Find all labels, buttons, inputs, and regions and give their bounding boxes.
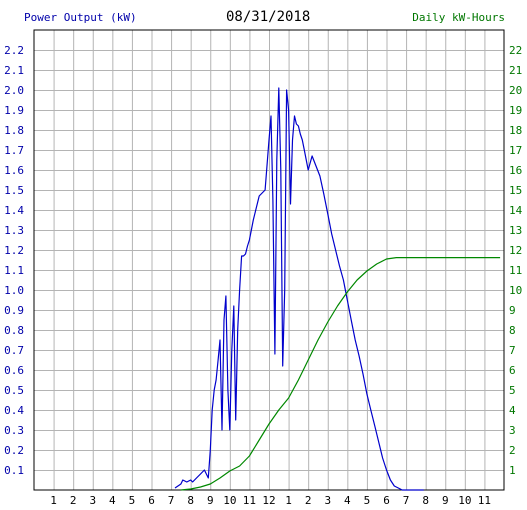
y2-tick-label: 8	[509, 324, 516, 337]
y2-tick-label: 6	[509, 364, 516, 377]
x-tick-label: 5	[129, 494, 136, 507]
y2-tick-label: 7	[509, 344, 516, 357]
y2-tick-label: 14	[509, 204, 523, 217]
chart-title: 08/31/2018	[226, 9, 311, 25]
y-tick-label: 2.2	[4, 44, 24, 57]
y2-tick-label: 17	[509, 144, 522, 157]
y2-tick-label: 21	[509, 64, 522, 77]
y2-tick-label: 15	[509, 184, 522, 197]
x-tick-label: 6	[148, 494, 155, 507]
y-tick-label: 0.2	[4, 444, 24, 457]
y-tick-label: 0.5	[4, 384, 24, 397]
y2-tick-label: 5	[509, 384, 516, 397]
y2-tick-label: 12	[509, 244, 522, 257]
y-tick-label: 1.7	[4, 144, 24, 157]
x-tick-label: 4	[109, 494, 116, 507]
x-tick-labels: 1 2 3 4 5 6 7 8 9 10 11 12 1 2 3 4 5 6 7 8 9 10 11	[50, 494, 491, 507]
y2-tick-label: 13	[509, 224, 522, 237]
grid	[34, 30, 504, 490]
x-tick-label: 10	[458, 494, 471, 507]
x-tick-label: 5	[364, 494, 371, 507]
y-tick-label: 0.4	[4, 404, 24, 417]
y-tick-label: 1.1	[4, 264, 24, 277]
y-axis-label: Power Output (kW)	[24, 11, 137, 24]
y-tick-labels: 0.1 0.2 0.3 0.4 0.5 0.6 0.7 0.8 0.9 1.0 1.1 1.2 1.3 1…	[4, 44, 24, 477]
y-tick-label: 1.5	[4, 184, 24, 197]
y2-tick-label: 4	[509, 404, 516, 417]
y-tick-label: 0.6	[4, 364, 24, 377]
x-tick-label: 9	[207, 494, 214, 507]
x-tick-label: 9	[442, 494, 449, 507]
y-tick-label: 1.9	[4, 104, 24, 117]
series-group	[174, 87, 501, 491]
y-tick-label: 0.9	[4, 304, 24, 317]
x-tick-label: 2	[305, 494, 312, 507]
y-tick-label: 1.0	[4, 284, 24, 297]
y2-tick-label: 19	[509, 104, 522, 117]
y2-tick-label: 1	[509, 464, 516, 477]
x-tick-label: 3	[324, 494, 331, 507]
x-tick-label: 8	[422, 494, 429, 507]
y2-axis-label: Daily kW-Hours	[412, 11, 505, 24]
x-tick-label: 1	[285, 494, 292, 507]
x-tick-label: 2	[70, 494, 77, 507]
y-tick-label: 0.8	[4, 324, 24, 337]
x-tick-label: 11	[478, 494, 491, 507]
y2-tick-label: 11	[509, 264, 522, 277]
y2-tick-label: 3	[509, 424, 516, 437]
y-tick-label: 0.7	[4, 344, 24, 357]
x-tick-label: 6	[383, 494, 390, 507]
y2-tick-label: 20	[509, 84, 522, 97]
y-tick-label: 1.6	[4, 164, 24, 177]
y-tick-label: 1.4	[4, 204, 24, 217]
x-tick-label: 8	[187, 494, 194, 507]
y2-tick-label: 2	[509, 444, 516, 457]
x-tick-label: 4	[344, 494, 351, 507]
x-tick-label: 10	[223, 494, 236, 507]
y2-tick-label: 9	[509, 304, 516, 317]
y2-tick-label: 18	[509, 124, 522, 137]
y-tick-label: 1.2	[4, 244, 24, 257]
y-tick-label: 0.3	[4, 424, 24, 437]
x-tick-label: 1	[50, 494, 57, 507]
y-tick-label: 2.0	[4, 84, 24, 97]
power-output-line	[174, 87, 424, 491]
y-tick-label: 0.1	[4, 464, 24, 477]
x-tick-label: 7	[403, 494, 410, 507]
y-tick-label: 2.1	[4, 64, 24, 77]
x-tick-label: 12	[262, 494, 275, 507]
daily-kwh-line	[180, 257, 501, 491]
plot-frame	[33, 29, 505, 491]
x-tick-label: 11	[243, 494, 256, 507]
y-tick-label: 1.8	[4, 124, 24, 137]
y2-tick-label: 16	[509, 164, 522, 177]
x-tick-label: 3	[89, 494, 96, 507]
x-tick-label: 7	[168, 494, 175, 507]
y2-tick-label: 22	[509, 44, 522, 57]
y-tick-label: 1.3	[4, 224, 24, 237]
y2-tick-label: 10	[509, 284, 522, 297]
